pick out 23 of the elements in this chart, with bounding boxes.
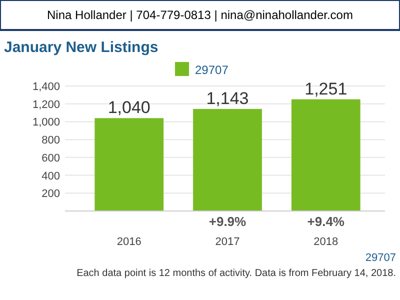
y-tick-label: 600	[42, 152, 60, 164]
y-tick-label: 400	[42, 170, 60, 182]
bar	[94, 118, 164, 211]
text: +9.9%	[208, 214, 247, 229]
text: 1,143	[206, 88, 249, 108]
y-tick-label: 200	[42, 188, 60, 200]
bar	[193, 108, 262, 211]
x-tick-label: 2017	[215, 236, 240, 248]
text: 1,040	[108, 98, 150, 118]
y-tick-label: 1,200	[32, 98, 60, 111]
x-tick-label: 2018	[314, 236, 338, 248]
bar	[291, 99, 360, 211]
y-tick-label: 800	[42, 134, 60, 147]
text: +9.4%	[307, 214, 345, 229]
y-tick-label: 1,400	[32, 81, 60, 93]
legend-label: 29707	[195, 63, 229, 77]
chart-subtitle: Nina Hollander | 704-779-0813 | nina@ninahollander.com	[47, 8, 353, 22]
text: 29707	[365, 252, 396, 264]
x-tick-label: 2016	[116, 236, 142, 248]
text: Each data point is 12 months of activity. Data is from February 14, 2018.	[76, 268, 396, 279]
y-tick-label: 1,000	[32, 116, 60, 129]
text: 1,251	[304, 79, 348, 98]
chart-title: January New Listings	[4, 39, 158, 56]
